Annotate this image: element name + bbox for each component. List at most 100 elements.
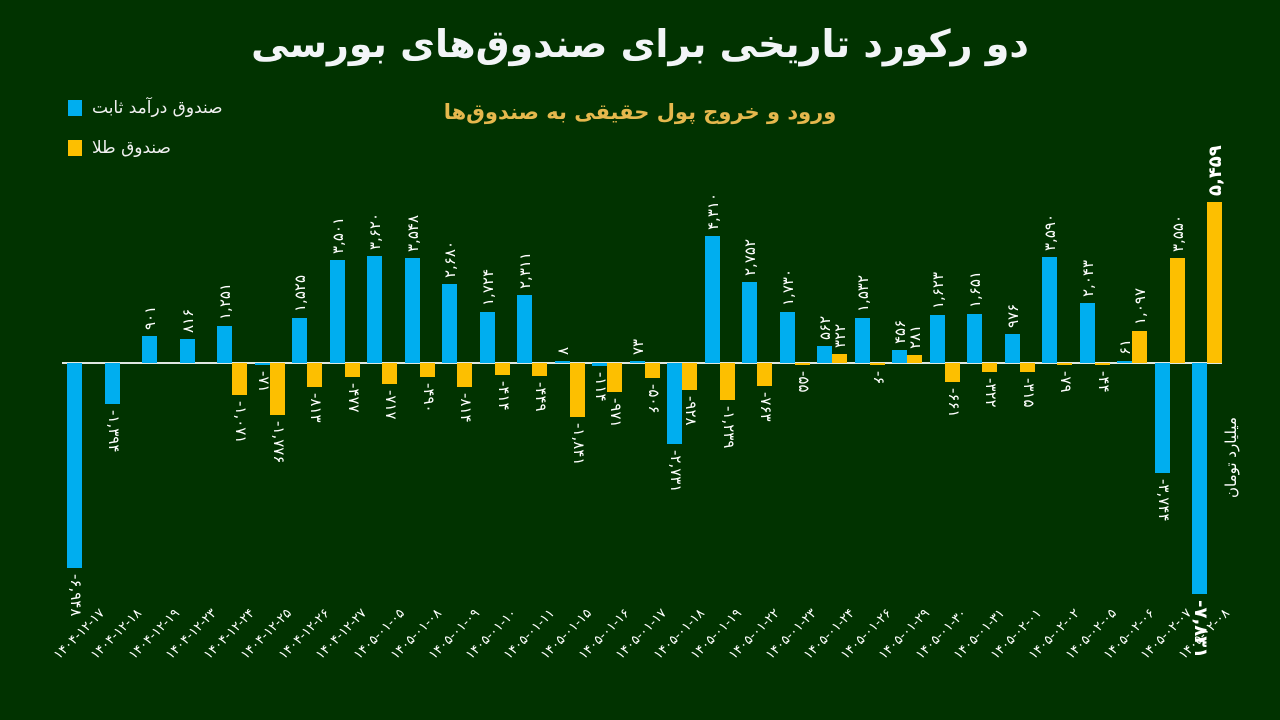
gold-bar [644,363,660,378]
fixed-income-bar [704,235,720,363]
data-label: -۳۱۵ [1019,378,1038,408]
legend-item-gold: صندوق طلا [68,136,223,160]
fixed-income-bar [179,338,195,363]
data-label: ۶۱ [1116,338,1134,355]
gold-bar [532,363,547,377]
gold-bar [869,363,885,365]
gold-bar [307,363,322,387]
data-label: -۵۵ [794,371,813,393]
data-label: -۱,۲۳۹ [719,405,738,448]
data-label: -۳,۷۴۴ [1154,479,1173,522]
data-label: ۴,۳۱۰ [703,192,722,230]
data-label: ۳,۵۰۱ [328,216,347,254]
gold-bar [794,363,810,365]
gold-bar [382,363,397,385]
data-label: ۱,۵۳۲ [853,274,872,312]
data-label: ۱,۷۲۴ [478,269,497,307]
fixed-income-bar [1042,257,1057,363]
data-label: -۶ [869,371,888,385]
data-label: ۹۰۱ [141,306,159,331]
data-label: -۷۹ [1057,371,1075,393]
data-label: ۱,۵۲۵ [291,275,309,312]
gold-bar [682,363,697,391]
data-label: -۱,۸۴۱ [569,423,588,466]
data-label: ۹۷۶ [1003,304,1022,329]
data-label: -۱,۷۷۶ [269,421,288,464]
data-label: -۴۱۴ [494,381,513,411]
fixed-income-bar [142,336,157,363]
fixed-income-bar [779,311,795,363]
fixed-income-bar [1079,302,1095,363]
fixed-income-bar [817,346,832,363]
fixed-income-bar [1004,334,1020,363]
data-label: -۸۱۳ [307,392,325,423]
data-label: -۴۹۰ [419,383,438,414]
data-label: ۱,۶۲۳ [928,272,947,310]
data-label: -۹۲۸ [682,396,700,426]
data-label: ۳,۵۴۸ [403,215,422,253]
data-label: ۱,۲۵۱ [216,283,234,321]
chart-title: دو رکورد تاریخی برای صندوق‌های بورسی [251,22,1030,66]
fixed-income-bar [67,363,82,568]
fixed-income-bar [104,363,120,405]
gold-bar [907,354,922,363]
data-label: ۱,۷۳۰ [778,268,797,306]
fixed-income-bar [629,360,645,363]
fixed-income-bar [254,363,270,366]
fixed-income-bar [329,259,345,363]
data-label: -۷۱۷ [382,390,400,420]
fixed-income-bar [892,349,907,363]
data-label: ۳۲۲ [831,323,849,348]
fixed-income-bar [592,363,607,367]
legend: صندوق درآمد ثابت صندوق طلا [68,96,223,176]
data-label: ۸ [553,346,572,355]
data-label: ۸۱۶ [178,308,197,333]
data-label: -۸۱۴ [457,393,475,423]
gold-bar [1019,363,1035,373]
data-label: -۵۰۶ [644,383,663,414]
data-label: -۳۲۲ [982,378,1000,409]
gold-bar [457,363,472,387]
fixed-income-bar [292,318,307,363]
fixed-income-bar [967,314,982,363]
gold-bar [719,363,735,400]
gold-bar [419,363,435,378]
data-label: ۲,۶۸۰ [441,240,459,278]
gold-bar [832,353,847,363]
data-label: -۷۶۳ [757,391,775,422]
gold-bar [1094,363,1110,365]
data-label: -۴۴۹ [532,382,550,412]
gold-bar [494,363,510,376]
fixed-income-bar [442,283,457,363]
data-label: -۶,۹۴۸ [67,573,85,617]
data-label: -۱,۳۹۴ [104,410,123,453]
legend-label: صندوق درآمد ثابت [92,98,223,118]
legend-label: صندوق طلا [92,138,171,158]
gold-bar [232,363,247,395]
gold-bar [269,363,285,416]
gold-bar [1169,258,1185,363]
gold-bar [344,363,360,378]
fixed-income-bar [517,294,532,363]
data-label: -۱۱۴ [592,372,610,402]
data-label: ۲,۷۵۲ [741,238,759,276]
gold-bar [607,363,622,392]
fixed-income-bar [742,281,757,363]
data-label: -۷۱ [254,371,273,393]
fixed-income-bar [1192,363,1207,594]
data-label: ۳,۵۵۰ [1168,215,1187,253]
fixed-income-bar [667,363,682,444]
data-label: ۳,۶۲۰ [366,213,384,251]
fixed-income-bar [554,361,570,363]
chart-subtitle: ورود و خروج پول حقیقی به صندوق‌ها [443,100,837,124]
gold-bar [1057,363,1072,366]
data-label: -۹۷۱ [607,397,625,428]
fixed-income-bar [217,326,232,363]
data-label: -۱,۰۷۱ [232,400,250,444]
data-label: -۴۴ [1094,371,1113,393]
fixed-income-bar [404,258,420,363]
data-label: -۴۷۷ [344,383,363,413]
data-label: ۳,۵۹۰ [1041,214,1059,252]
data-label: -۲,۷۳۱ [667,449,685,492]
data-label: ۱,۶۵۱ [966,271,984,309]
